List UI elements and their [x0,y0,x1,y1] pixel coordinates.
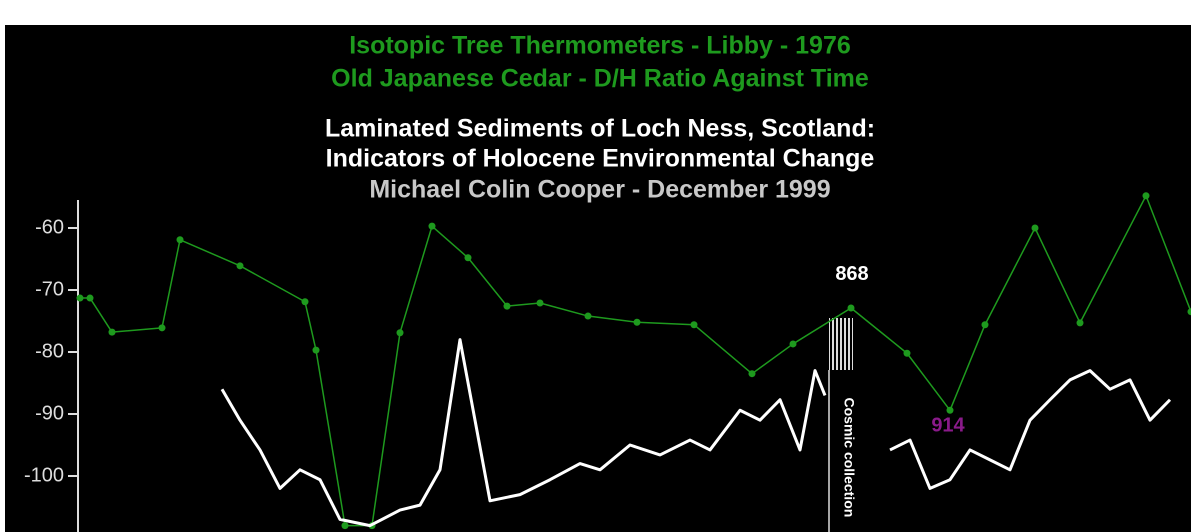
series-line [220,338,1172,528]
y-tick-label: -100 [24,464,64,486]
point [428,222,436,230]
point [1142,192,1150,200]
point [847,304,855,312]
point [341,522,349,530]
y-tick-label: -70 [35,278,64,300]
point [789,340,797,348]
y-tick-label: -80 [35,340,64,362]
point [584,312,592,320]
point [903,349,911,357]
y-tick-label: -60 [35,216,64,238]
point [464,254,472,262]
point [536,299,544,307]
annotation: 914 [931,415,965,437]
point [236,262,244,270]
title: Indicators of Holocene Environmental Cha… [326,145,875,173]
title: Laminated Sediments of Loch Ness, Scotla… [325,115,875,143]
title: Old Japanese Cedar - D/H Ratio Against T… [331,65,869,93]
series-line [80,195,1191,527]
point [312,346,320,354]
point [76,294,84,302]
point [1076,319,1084,327]
point [748,370,756,378]
point [633,318,641,326]
annotation: Cosmic collection [841,397,857,517]
point [108,328,116,336]
point [158,324,166,332]
point [981,321,989,329]
title: Isotopic Tree Thermometers - Libby - 197… [349,32,851,60]
background [5,25,1191,532]
annotation: 868 [835,263,868,285]
point [503,302,511,310]
point [396,329,404,337]
point [946,406,954,414]
bar-box [829,318,853,370]
point [86,294,94,302]
point [690,321,698,329]
title: Michael Colin Cooper - December 1999 [369,176,830,204]
y-tick-label: -90 [35,402,64,424]
point [176,236,184,244]
point [1031,224,1039,232]
point [301,298,309,306]
point [1187,308,1191,316]
